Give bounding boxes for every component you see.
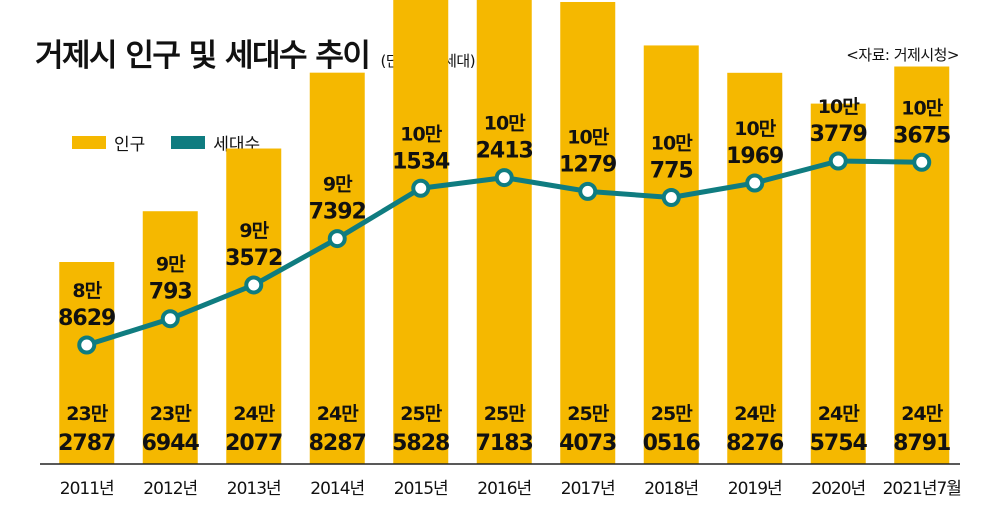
households-point: [411, 178, 431, 198]
bar-label-bottom: 4073: [559, 431, 616, 456]
bar-population: [59, 262, 115, 464]
bar-label-bottom: 0516: [643, 431, 701, 456]
bar-label-bottom: 8791: [893, 431, 950, 456]
line-label-top: 10만: [651, 132, 693, 154]
bar-label-top: 25만: [400, 403, 442, 425]
line-label-bottom: 775: [650, 158, 693, 183]
bar-population: [393, 0, 449, 464]
bar-label-top: 23만: [150, 403, 192, 425]
x-tick-label: 2019년: [728, 479, 782, 499]
households-point: [77, 335, 97, 355]
households-point: [494, 168, 514, 188]
bar-label-bottom: 2077: [225, 431, 282, 456]
bar-label-top: 25만: [484, 403, 526, 425]
legend-label-population: 인구: [114, 135, 146, 155]
x-tick-label: 2014년: [310, 479, 364, 499]
households-point: [578, 181, 598, 201]
x-tick-label: 2018년: [644, 479, 698, 499]
households-point: [828, 151, 848, 171]
line-label-top: 10만: [818, 96, 860, 118]
line-label-bottom: 2413: [476, 139, 533, 164]
x-tick-label: 2016년: [477, 479, 531, 499]
bar-population: [309, 72, 365, 464]
bar-label-bottom: 6944: [142, 431, 200, 456]
households-point: [327, 229, 347, 249]
x-tick-label: 2021년7월: [883, 479, 961, 499]
bar-label-top: 24만: [233, 403, 275, 425]
x-tick-label: 2011년: [60, 479, 114, 499]
bar-label-bottom: 2787: [58, 431, 115, 456]
legend-item-population: 인구: [72, 130, 145, 155]
line-label-top: 10만: [484, 113, 526, 135]
bar-population: [142, 211, 198, 464]
bar-label-top: 23만: [66, 403, 108, 425]
line-label-bottom: 3779: [810, 122, 867, 147]
legend-swatch-households: [171, 136, 206, 149]
households-point: [661, 187, 681, 207]
households-point: [160, 309, 180, 329]
households-point: [912, 152, 932, 172]
line-label-bottom: 1969: [726, 144, 783, 169]
bar-population: [643, 45, 699, 465]
line-label-top: 10만: [567, 126, 609, 148]
bar-label-top: 25만: [567, 403, 609, 425]
line-label-top: 10만: [734, 118, 776, 140]
legend-swatch-population: [72, 136, 106, 149]
line-label-top: 10만: [901, 97, 943, 119]
bar-label-bottom: 5754: [810, 431, 868, 456]
bar-label-bottom: 8276: [726, 431, 784, 456]
line-label-bottom: 3572: [225, 246, 282, 271]
bar-label-top: 25만: [651, 403, 693, 425]
x-tick-label: 2013년: [227, 479, 281, 499]
households-point: [244, 275, 264, 295]
x-tick-label: 2012년: [143, 479, 197, 499]
bar-population: [894, 66, 950, 464]
bar-label-top: 24만: [901, 403, 943, 425]
x-tick-label: 2017년: [561, 479, 615, 499]
bar-population: [560, 1, 616, 465]
x-tick-label: 2020년: [811, 479, 865, 499]
line-label-bottom: 1534: [392, 149, 450, 174]
households-point: [745, 173, 765, 193]
source-note: <자료: 거제시청>: [846, 46, 959, 64]
line-label-bottom: 3675: [893, 123, 950, 148]
line-label-top: 10만: [400, 123, 442, 145]
line-label-top: 9만: [156, 254, 186, 276]
line-label-bottom: 1279: [559, 152, 616, 177]
line-label-bottom: 8629: [58, 306, 115, 331]
line-label-bottom: 7392: [309, 200, 366, 225]
bar-label-bottom: 8287: [309, 431, 366, 456]
bar-label-bottom: 7183: [476, 431, 533, 456]
bar-population: [476, 0, 532, 464]
bar-label-bottom: 5828: [392, 431, 449, 456]
line-label-top: 9만: [239, 220, 269, 242]
line-label-top: 9만: [323, 174, 353, 196]
line-label-bottom: 793: [149, 280, 192, 305]
bar-label-top: 24만: [317, 403, 359, 425]
bar-population: [727, 72, 783, 464]
x-tick-label: 2015년: [394, 479, 448, 499]
line-label-top: 8만: [72, 280, 102, 302]
bar-population: [226, 148, 282, 465]
bar-label-top: 24만: [818, 403, 860, 425]
chart-title: 거제시 인구 및 세대수 추이: [35, 38, 371, 74]
bar-label-top: 24만: [734, 403, 776, 425]
